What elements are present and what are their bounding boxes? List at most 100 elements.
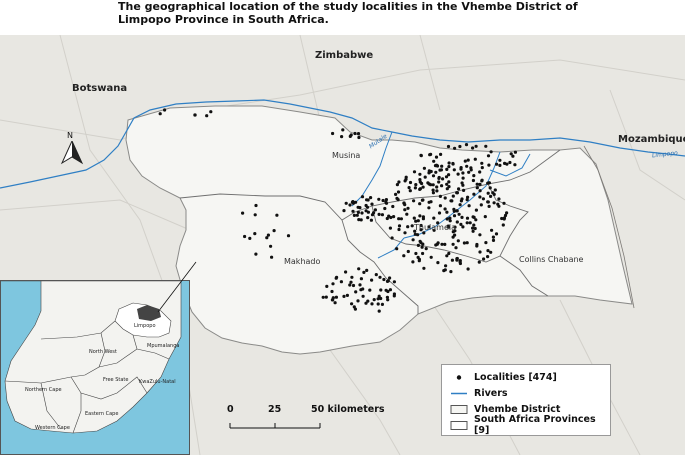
locality-dot (458, 259, 462, 263)
locality-dot (374, 273, 378, 277)
locality-dot (513, 150, 518, 154)
locality-dot (416, 243, 420, 247)
inset-label-kwazulu-natal: KwaZulu-Natal (139, 379, 176, 385)
locality-dot (385, 295, 389, 299)
province-box-icon (450, 420, 468, 430)
scale-bar-graphic (229, 423, 321, 429)
locality-dot (360, 195, 365, 199)
locality-dot (472, 174, 476, 178)
locality-dot (431, 188, 435, 192)
locality-dot (435, 185, 439, 189)
locality-dot (513, 163, 517, 167)
locality-dot (389, 215, 393, 220)
locality-dot (450, 258, 454, 262)
locality-dot (406, 206, 410, 210)
locality-dot (467, 204, 471, 208)
locality-dot (429, 255, 433, 259)
locality-dot (447, 185, 451, 189)
locality-dot (457, 212, 461, 216)
label-musina: Musina (332, 151, 361, 160)
locality-dot (423, 175, 427, 179)
locality-dot (472, 192, 476, 196)
locality-dot (408, 180, 413, 185)
locality-dot (460, 181, 464, 185)
locality-dot (380, 302, 384, 306)
locality-dot (397, 224, 402, 228)
locality-dot (452, 214, 457, 218)
inset-label-north-west: North West (89, 349, 117, 355)
locality-dot (342, 294, 346, 298)
locality-dot (361, 294, 365, 298)
locality-dot (447, 165, 451, 169)
locality-dot (411, 238, 415, 242)
locality-dot (442, 269, 446, 273)
locality-dot (370, 202, 374, 206)
locality-dot (451, 194, 455, 198)
locality-dot (351, 209, 355, 213)
locality-dot (407, 186, 411, 190)
locality-dot (434, 155, 439, 159)
inset-label-mpumalanga: Mpumalanga (147, 343, 180, 349)
legend-row-provinces: South Africa Provinces [9] (450, 414, 610, 436)
municipal-boundaries (179, 149, 561, 314)
locality-dot (454, 246, 458, 250)
locality-dot (502, 201, 506, 205)
locality-dot (489, 250, 493, 254)
locality-dot (416, 219, 420, 223)
locality-dot (325, 284, 329, 288)
locality-dot (381, 198, 385, 203)
locality-dot (418, 172, 422, 176)
locality-dot (269, 244, 273, 248)
locality-dot (446, 144, 451, 149)
locality-dot (266, 233, 270, 237)
locality-dot (383, 206, 387, 211)
locality-dot (474, 208, 478, 212)
locality-dot (461, 176, 465, 180)
locality-dot (388, 288, 392, 292)
locality-dot (480, 166, 484, 170)
locality-dot (455, 209, 459, 213)
locality-dot (324, 295, 328, 299)
locality-dot (158, 112, 162, 116)
locality-dot (357, 135, 361, 140)
locality-dot (248, 236, 252, 240)
north-arrow: N (60, 131, 84, 165)
locality-dot (414, 219, 418, 223)
legend-localities-label: Localities [474] (474, 371, 557, 383)
locality-dot (342, 209, 346, 213)
locality-dot (384, 198, 388, 202)
locality-dot (480, 178, 484, 182)
locality-dot (491, 191, 495, 195)
locality-dot (370, 302, 374, 306)
locality-dot (446, 224, 450, 228)
locality-dot (241, 211, 245, 215)
locality-dot (334, 276, 338, 280)
locality-dot (434, 243, 438, 247)
locality-dot (484, 144, 488, 148)
locality-dot (412, 170, 417, 174)
locality-dot (365, 268, 369, 272)
locality-dot (478, 233, 482, 237)
locality-dot (361, 287, 365, 291)
locality-dot (392, 292, 396, 296)
locality-dot (333, 301, 337, 305)
locality-dot (357, 218, 361, 222)
locality-dot (265, 236, 269, 240)
label-zimbabwe: Zimbabwe (315, 50, 374, 61)
locality-dot (437, 176, 441, 180)
locality-dot (496, 202, 500, 206)
locality-dot (451, 230, 455, 234)
locality-dot (487, 163, 491, 167)
inset-map[interactable]: Limpopo North West Mpumalanga Free State… (0, 280, 190, 455)
locality-dot (489, 194, 493, 198)
locality-dot (397, 217, 401, 221)
locality-dot (380, 213, 384, 217)
locality-dot (344, 270, 348, 274)
locality-dot (488, 186, 492, 190)
locality-dot (366, 299, 370, 303)
legend-row-vhembe: Vhembe District (450, 402, 560, 416)
locality-dot (449, 270, 453, 274)
locality-dot (509, 152, 513, 156)
locality-dot (391, 204, 395, 209)
localities-layer (158, 108, 518, 313)
